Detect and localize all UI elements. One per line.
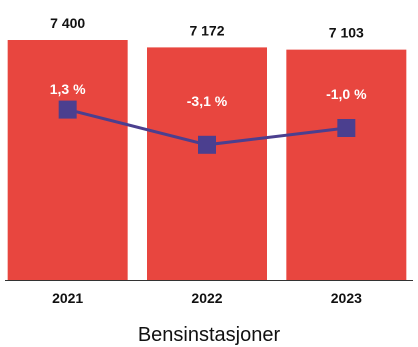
value-label-2022: 7 172	[189, 22, 224, 38]
value-label-2021: 7 400	[50, 15, 85, 31]
x-axis-title: Bensinstasjoner	[138, 324, 281, 346]
bar-2023	[286, 49, 407, 280]
x-tick-label-2023: 2023	[331, 290, 362, 306]
x-tick-labels-group: 2021 2022 2023	[52, 290, 362, 306]
value-labels-group: 7 400 7 172 7 103	[50, 15, 364, 41]
change-label-2022: -3,1 %	[187, 93, 228, 109]
x-tick-label-2022: 2022	[191, 290, 222, 306]
change-labels-group: 1,3 % -3,1 % -1,0 %	[50, 81, 367, 109]
change-label-2023: -1,0 %	[326, 86, 367, 102]
x-tick-label-2021: 2021	[52, 290, 83, 306]
change-label-2021: 1,3 %	[50, 81, 86, 97]
value-label-2023: 7 103	[329, 25, 364, 41]
change-marker-2021	[58, 100, 77, 119]
bar-2022	[147, 47, 267, 281]
change-marker-2022	[198, 135, 216, 154]
change-markers-group	[58, 100, 356, 154]
change-marker-2023	[337, 119, 356, 137]
bars-group	[7, 40, 407, 281]
bar-2021	[7, 40, 128, 280]
